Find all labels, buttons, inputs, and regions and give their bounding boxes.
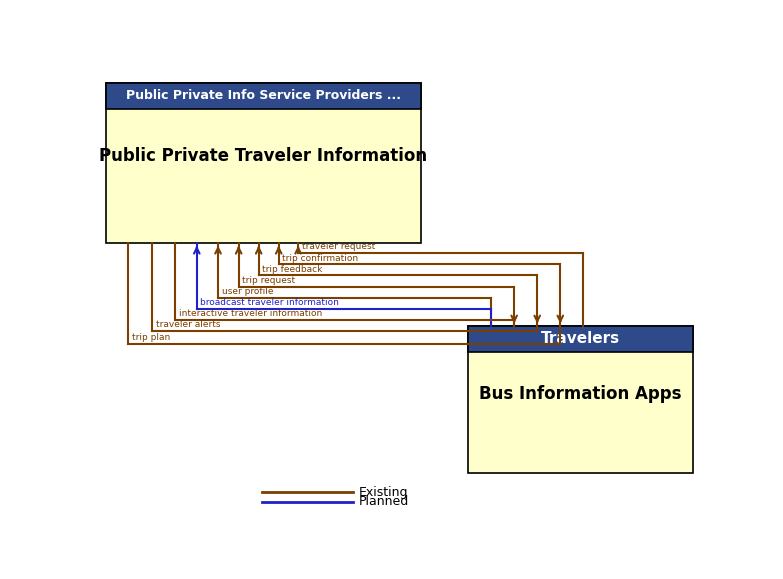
Bar — [106, 83, 421, 109]
Text: Bus Information Apps: Bus Information Apps — [479, 385, 681, 403]
Text: Public Private Info Service Providers ...: Public Private Info Service Providers ..… — [126, 89, 401, 102]
Text: trip plan: trip plan — [132, 333, 170, 342]
Bar — [468, 326, 693, 351]
Bar — [468, 326, 693, 473]
Text: Existing: Existing — [359, 486, 408, 499]
Bar — [106, 83, 421, 243]
Text: trip confirmation: trip confirmation — [283, 254, 359, 262]
Text: Travelers: Travelers — [541, 331, 620, 346]
Text: traveler alerts: traveler alerts — [156, 320, 221, 329]
Text: traveler request: traveler request — [301, 243, 375, 251]
Text: Planned: Planned — [359, 496, 409, 508]
Text: user profile: user profile — [222, 287, 273, 296]
Text: Public Private Traveler Information: Public Private Traveler Information — [99, 147, 428, 165]
Text: interactive traveler information: interactive traveler information — [179, 309, 322, 318]
Text: trip request: trip request — [242, 276, 295, 285]
Text: broadcast traveler information: broadcast traveler information — [200, 298, 339, 307]
Text: trip feedback: trip feedback — [262, 265, 323, 274]
